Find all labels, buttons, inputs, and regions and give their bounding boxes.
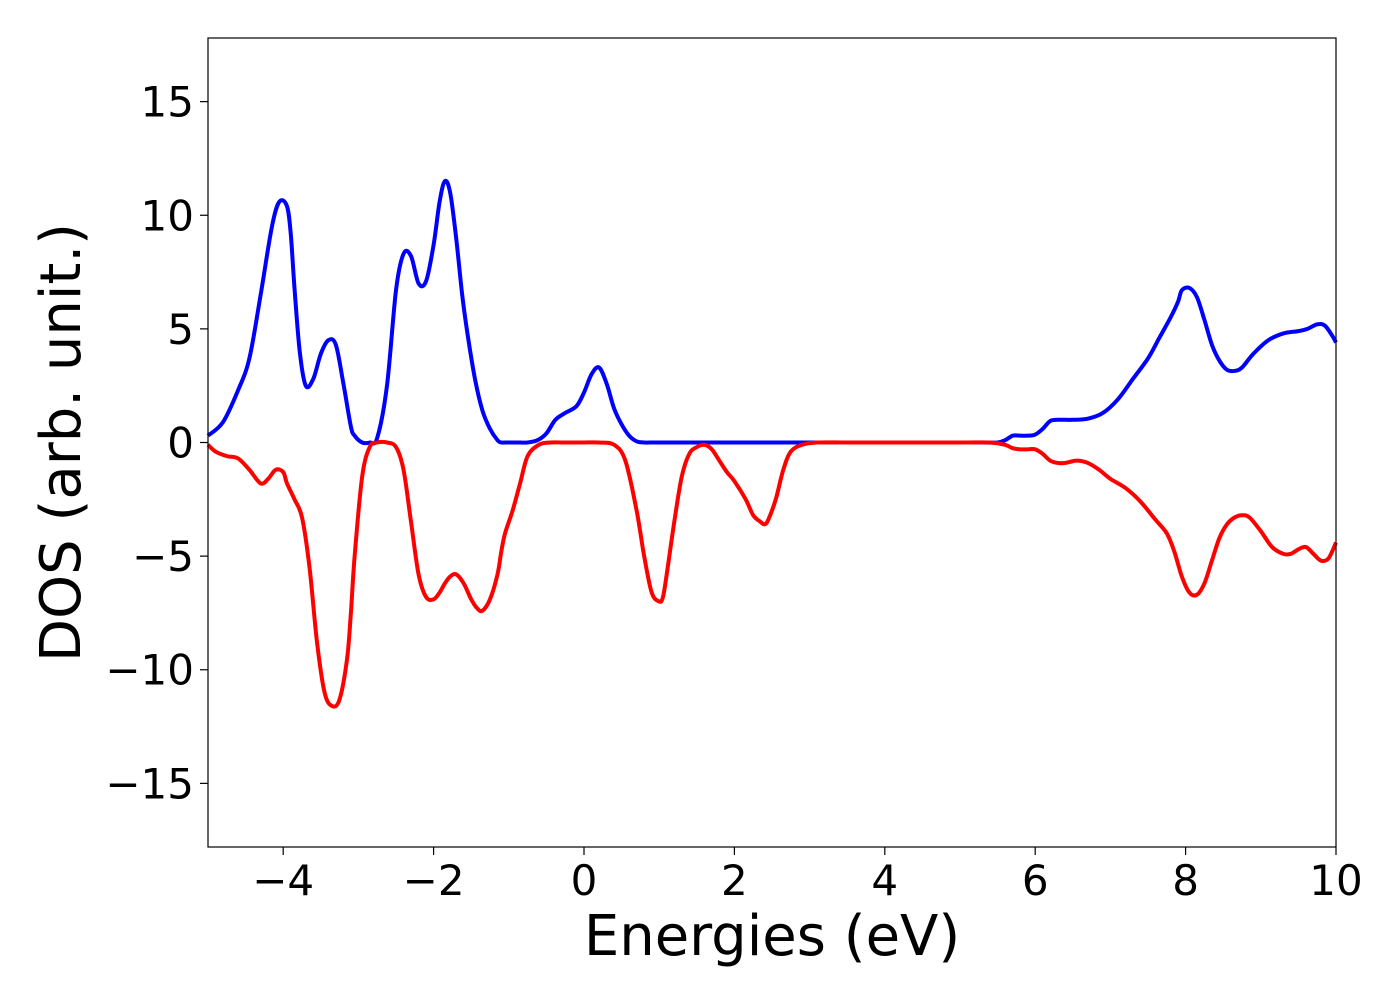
y-tick-label: −5 xyxy=(132,532,194,581)
x-axis-ticks: −4 −2 0 2 4 6 8 10 xyxy=(252,847,1363,905)
series-line-blue xyxy=(206,178,1338,446)
series-layer xyxy=(206,178,1338,709)
x-tick-label: −2 xyxy=(403,856,465,905)
series-line-red xyxy=(206,439,1338,709)
y-axis-ticks: 15 10 5 0 −5 −10 −15 xyxy=(105,78,208,808)
y-tick-label: 5 xyxy=(167,305,194,354)
y-tick-label: −15 xyxy=(105,759,194,808)
x-axis-label: Energies (eV) xyxy=(584,904,960,969)
y-tick-label: −10 xyxy=(105,646,194,695)
y-tick-label: 10 xyxy=(141,191,194,240)
x-tick-label: 8 xyxy=(1172,856,1199,905)
x-tick-label: 10 xyxy=(1309,856,1362,905)
x-tick-label: 6 xyxy=(1022,856,1049,905)
y-tick-label: 0 xyxy=(167,419,194,468)
x-tick-label: 0 xyxy=(571,856,598,905)
y-tick-label: 15 xyxy=(141,78,194,127)
y-axis-label: DOS (arb. unit.) xyxy=(29,223,94,662)
x-tick-label: −4 xyxy=(252,856,314,905)
x-tick-label: 2 xyxy=(721,856,748,905)
x-tick-label: 4 xyxy=(871,856,898,905)
